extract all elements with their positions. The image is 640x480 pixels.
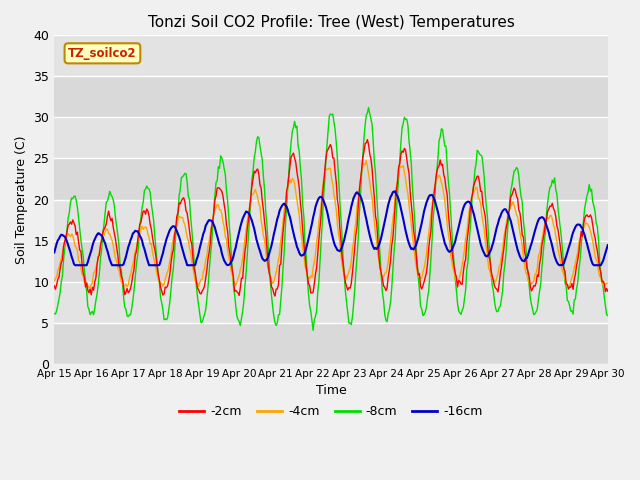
Bar bbox=[54, 36, 608, 76]
Text: TZ_soilco2: TZ_soilco2 bbox=[68, 47, 137, 60]
X-axis label: Time: Time bbox=[316, 384, 346, 397]
Legend: -2cm, -4cm, -8cm, -16cm: -2cm, -4cm, -8cm, -16cm bbox=[174, 400, 488, 423]
Y-axis label: Soil Temperature (C): Soil Temperature (C) bbox=[15, 135, 28, 264]
Bar bbox=[54, 240, 608, 282]
Title: Tonzi Soil CO2 Profile: Tree (West) Temperatures: Tonzi Soil CO2 Profile: Tree (West) Temp… bbox=[148, 15, 515, 30]
Bar bbox=[54, 118, 608, 158]
Bar bbox=[54, 200, 608, 240]
Bar bbox=[54, 158, 608, 200]
Bar bbox=[54, 323, 608, 364]
Bar bbox=[54, 76, 608, 118]
Bar bbox=[54, 282, 608, 323]
